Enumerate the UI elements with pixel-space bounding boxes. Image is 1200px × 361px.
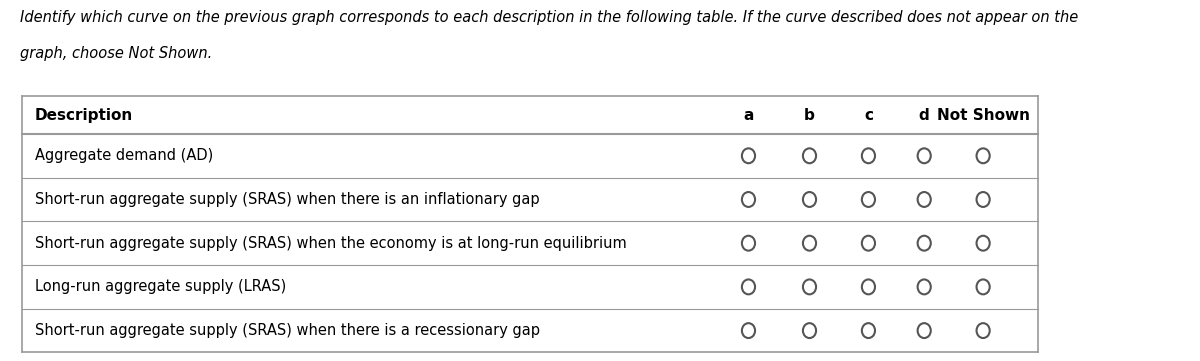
Text: Aggregate demand (AD): Aggregate demand (AD) (35, 148, 214, 163)
Text: c: c (864, 108, 872, 123)
Ellipse shape (918, 279, 931, 294)
Ellipse shape (977, 192, 990, 207)
Ellipse shape (862, 148, 875, 163)
Ellipse shape (918, 323, 931, 338)
Ellipse shape (862, 192, 875, 207)
Ellipse shape (742, 323, 755, 338)
Ellipse shape (803, 279, 816, 294)
Ellipse shape (803, 192, 816, 207)
Ellipse shape (862, 323, 875, 338)
Ellipse shape (862, 236, 875, 251)
Ellipse shape (742, 236, 755, 251)
Ellipse shape (918, 192, 931, 207)
Ellipse shape (803, 236, 816, 251)
Ellipse shape (918, 148, 931, 163)
Text: Not Shown: Not Shown (937, 108, 1030, 123)
Ellipse shape (742, 148, 755, 163)
Ellipse shape (803, 148, 816, 163)
Ellipse shape (977, 236, 990, 251)
Ellipse shape (977, 323, 990, 338)
Ellipse shape (803, 323, 816, 338)
Ellipse shape (862, 279, 875, 294)
Text: Identify which curve on the previous graph corresponds to each description in th: Identify which curve on the previous gra… (20, 10, 1079, 25)
Text: Short-run aggregate supply (SRAS) when there is an inflationary gap: Short-run aggregate supply (SRAS) when t… (35, 192, 540, 207)
Ellipse shape (742, 279, 755, 294)
Text: b: b (804, 108, 815, 123)
Ellipse shape (918, 236, 931, 251)
Text: Description: Description (35, 108, 133, 123)
Text: a: a (743, 108, 754, 123)
Ellipse shape (977, 279, 990, 294)
Text: d: d (919, 108, 930, 123)
Text: graph, choose Not Shown.: graph, choose Not Shown. (20, 46, 212, 61)
Ellipse shape (742, 192, 755, 207)
Text: Long-run aggregate supply (LRAS): Long-run aggregate supply (LRAS) (35, 279, 287, 294)
Ellipse shape (977, 148, 990, 163)
Text: Short-run aggregate supply (SRAS) when there is a recessionary gap: Short-run aggregate supply (SRAS) when t… (35, 323, 540, 338)
Text: Short-run aggregate supply (SRAS) when the economy is at long-run equilibrium: Short-run aggregate supply (SRAS) when t… (35, 236, 626, 251)
